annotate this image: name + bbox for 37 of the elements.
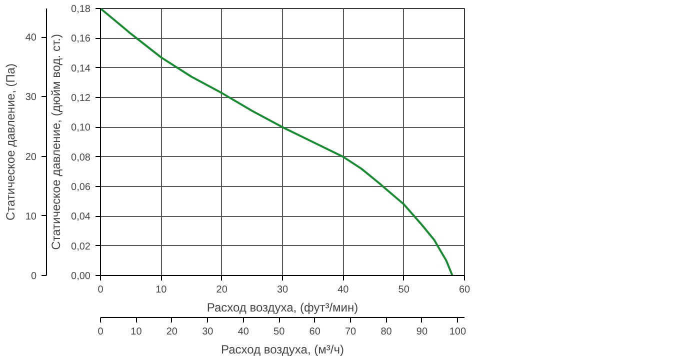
y-tick-label: 0,10 [71,122,91,134]
x2-axis-title: Расход воздуха, (м³/ч) [221,342,344,356]
y2-tick-label: 20 [25,152,37,163]
y-axis-title: Статическое давление, (дюйм вод. ст.) [49,34,64,250]
x-tick-label: 40 [338,284,350,296]
y2-tick-label: 30 [25,92,37,104]
x2-tick-label: 80 [380,326,392,338]
y-tick-label: 0,16 [71,34,91,45]
y-tick-label: 0,00 [71,271,91,282]
x2-tick-label: 0 [98,326,104,338]
x2-tick-label: 20 [166,326,178,338]
x-axis-title: Расход воздуха, (фут³/мин) [206,300,358,314]
x-tick-label: 30 [276,284,288,296]
y-tick-label: 0,04 [71,212,91,223]
y-tick-label: 0,02 [71,241,91,252]
x2-tick-label: 100 [449,326,466,338]
x2-tick-label: 60 [309,326,321,338]
x-tick-label: 60 [458,284,470,296]
x2-tick-label: 70 [344,326,357,338]
y2-tick-label: 0 [30,271,37,282]
y2-axis-title: Статическое давление, (Па) [3,63,18,221]
y-tick-label: 0,06 [71,182,91,193]
y2-tick-label: 10 [25,211,37,222]
y-tick-label: 0,18 [71,4,91,15]
x-tick-label: 50 [398,284,410,296]
x2-tick-label: 90 [416,326,428,338]
x2-tick-label: 30 [202,326,214,338]
x2-tick-label: 10 [130,326,142,338]
y2-tick-label: 40 [25,32,37,44]
y-tick-label: 0,14 [71,63,91,74]
y-tick-label: 0,12 [71,93,91,104]
y-tick-label: 0,08 [71,152,91,164]
x2-tick-label: 50 [274,326,286,338]
x-tick-label: 20 [216,284,228,296]
x2-tick-label: 40 [238,326,250,338]
x-tick-label: 0 [98,284,104,296]
x-tick-label: 10 [156,284,168,296]
